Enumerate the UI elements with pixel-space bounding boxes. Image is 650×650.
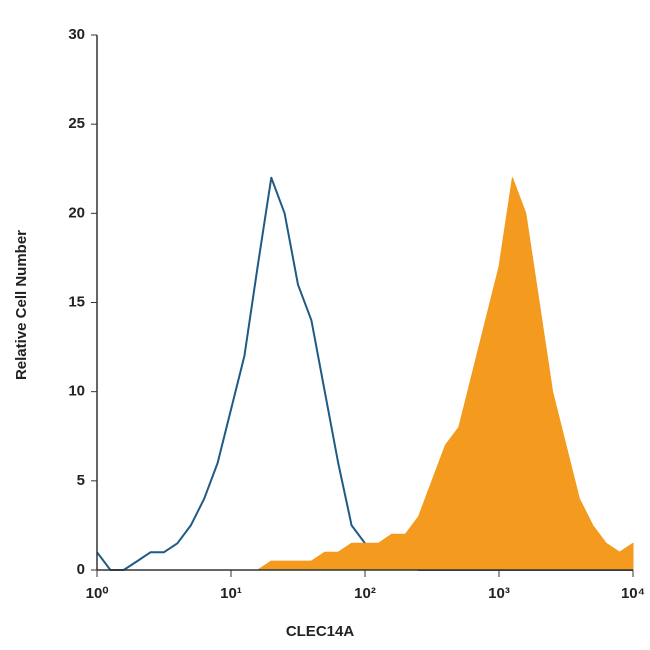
y-tick-label: 20: [68, 204, 85, 221]
x-axis-label: CLEC14A: [286, 623, 355, 640]
y-tick-label: 25: [68, 115, 85, 132]
y-tick-label: 30: [68, 26, 85, 43]
y-tick-label: 5: [77, 472, 85, 489]
y-tick-label: 15: [68, 293, 85, 310]
x-tick-label: 10²: [354, 585, 376, 602]
y-tick-label: 10: [68, 383, 85, 400]
y-tick-label: 0: [77, 561, 85, 578]
x-tick-label: 10¹: [220, 585, 242, 602]
y-axis-label: Relative Cell Number: [13, 230, 30, 380]
x-tick-label: 10⁴: [621, 585, 645, 602]
x-tick-label: 10⁰: [86, 585, 109, 602]
area: [96, 177, 634, 571]
x-tick-label: 10³: [488, 585, 510, 602]
